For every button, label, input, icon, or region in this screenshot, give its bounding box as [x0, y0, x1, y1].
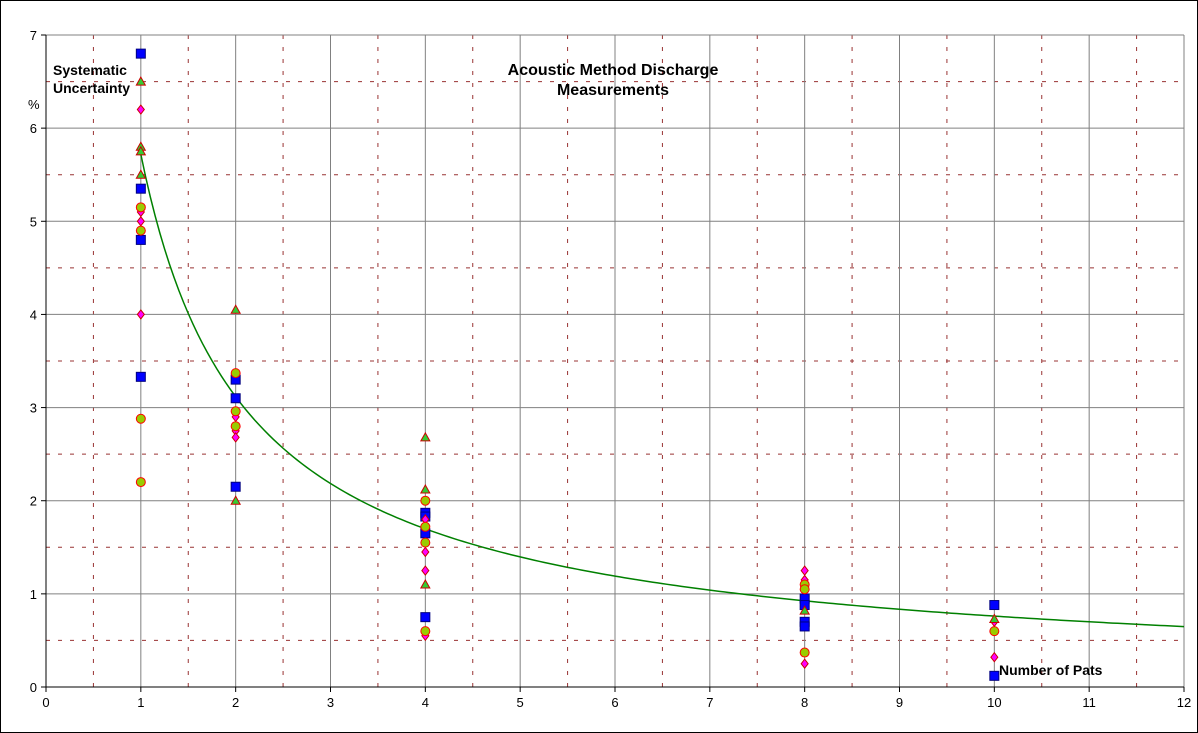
- data-point-diamond: [231, 432, 240, 443]
- y-tick-label: 0: [30, 680, 37, 695]
- x-tick-label: 0: [42, 695, 49, 710]
- data-point-circle: [135, 477, 146, 488]
- data-point-triangle: [135, 76, 147, 86]
- data-point-square: [135, 183, 146, 194]
- x-tick-label: 4: [422, 695, 429, 710]
- data-point-diamond: [136, 104, 145, 115]
- data-point-diamond: [136, 309, 145, 320]
- x-axis-title: Number of Pats: [999, 662, 1103, 678]
- data-point-circle: [135, 225, 146, 236]
- data-point-circle: [135, 413, 146, 424]
- data-point-circle: [420, 495, 431, 506]
- data-point-triangle: [419, 431, 431, 442]
- data-point-diamond: [800, 658, 809, 670]
- x-tick-label: 12: [1177, 695, 1191, 710]
- x-tick-label: 1: [137, 695, 144, 710]
- x-tick-label: 8: [801, 695, 808, 710]
- data-point-circle: [799, 584, 810, 595]
- data-point-circle: [420, 537, 431, 548]
- data-point-square: [230, 393, 241, 404]
- text-layer: Acoustic Method Discharge Measurements Sys…: [28, 62, 1103, 678]
- data-point-triangle: [135, 145, 147, 156]
- y-tick-label: 6: [30, 121, 37, 136]
- y-tick-label: 4: [30, 307, 37, 322]
- data-point-triangle: [799, 605, 811, 615]
- x-tick-label: 9: [896, 695, 903, 710]
- data-point-diamond: [421, 565, 430, 576]
- data-point-square: [989, 600, 1000, 611]
- y-tick-label: 7: [30, 28, 37, 43]
- data-point-circle: [135, 202, 146, 213]
- data-point-square: [799, 621, 810, 632]
- chart-title-line: Measurements: [557, 82, 669, 99]
- data-point-diamond: [800, 565, 809, 576]
- chart-title-line: Acoustic Method Discharge: [508, 62, 719, 79]
- data-point-square: [135, 234, 146, 245]
- data-point-square: [135, 48, 146, 59]
- y-axis-title-line: Systematic: [53, 62, 127, 78]
- data-point-triangle: [230, 304, 242, 314]
- data-point-triangle: [419, 579, 431, 589]
- x-tick-label: 6: [611, 695, 618, 710]
- y-axis-unit: %: [28, 97, 40, 112]
- data-point-square: [989, 670, 1000, 681]
- data-point-square: [420, 612, 431, 623]
- data-point-square: [135, 371, 146, 382]
- x-tick-label: 7: [706, 695, 713, 710]
- grid-layer: [46, 34, 1185, 687]
- data-point-circle: [230, 406, 241, 417]
- data-point-square: [230, 481, 241, 492]
- data-point-triangle: [988, 613, 1000, 624]
- x-tick-label: 10: [987, 695, 1001, 710]
- x-tick-label: 3: [327, 695, 334, 710]
- trend-layer: [140, 154, 1185, 628]
- y-tick-label: 3: [30, 401, 37, 416]
- data-point-triangle: [419, 484, 431, 494]
- y-tick-label: 2: [30, 494, 37, 509]
- data-point-circle: [230, 421, 241, 432]
- power-trendline: [140, 154, 1185, 628]
- data-point-circle: [799, 647, 810, 658]
- data-point-circle: [420, 626, 431, 637]
- data-point-triangle: [230, 495, 242, 505]
- data-point-circle: [989, 626, 1000, 637]
- points-layer: [135, 48, 1000, 681]
- data-point-diamond: [990, 651, 999, 663]
- y-axis-title-line: Uncertainty: [53, 80, 130, 96]
- y-tick-label: 5: [30, 214, 37, 229]
- y-tick-label: 1: [30, 587, 37, 602]
- data-point-circle: [230, 368, 241, 379]
- data-point-triangle: [135, 169, 147, 179]
- x-tick-label: 2: [232, 695, 239, 710]
- x-tick-label: 5: [517, 695, 524, 710]
- data-point-diamond: [421, 546, 430, 558]
- x-tick-label: 11: [1082, 695, 1096, 710]
- data-point-diamond: [136, 215, 145, 227]
- data-point-circle: [420, 521, 431, 532]
